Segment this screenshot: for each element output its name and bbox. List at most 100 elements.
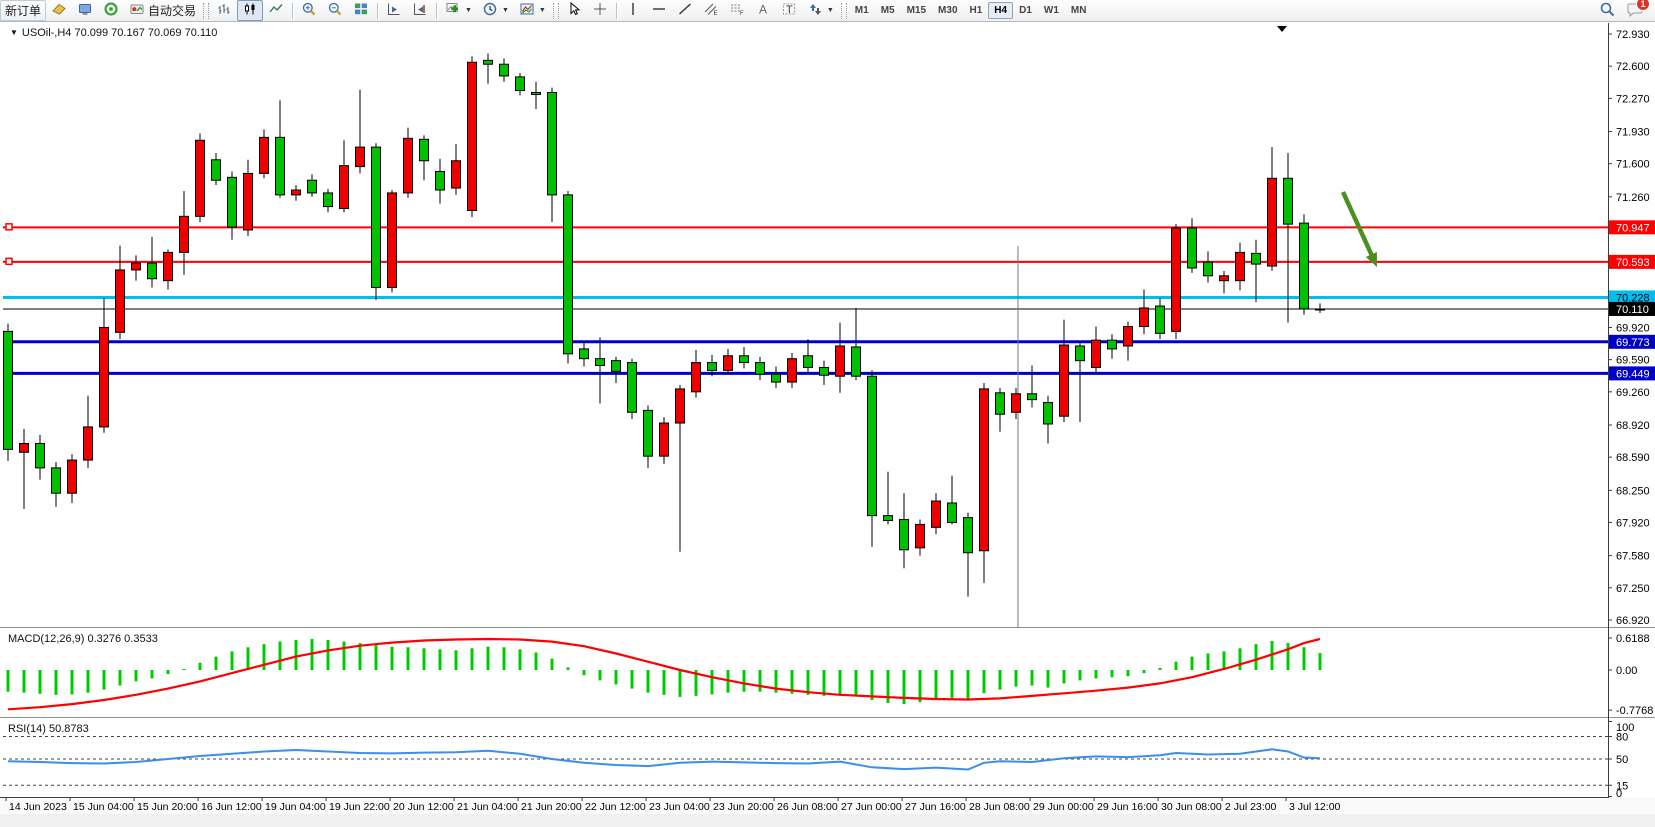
templates-button[interactable]: ▼ <box>514 0 551 21</box>
candles-layer <box>3 53 1325 597</box>
channel-button[interactable]: E <box>698 0 724 21</box>
cursor-button[interactable] <box>561 0 587 21</box>
svg-text:-0.7768: -0.7768 <box>1616 705 1653 717</box>
timeframe-button-mn[interactable]: MN <box>1070 5 1087 16</box>
notifications-button[interactable]: 1 <box>1621 0 1650 21</box>
svg-text:27 Jun 16:00: 27 Jun 16:00 <box>905 801 966 813</box>
cursor-icon <box>566 1 582 20</box>
tile-windows-button[interactable] <box>348 0 374 21</box>
text-label-icon: T <box>781 1 797 20</box>
toolbar-grip <box>840 2 847 19</box>
svg-text:70.593: 70.593 <box>1616 257 1650 269</box>
market-watch-button[interactable] <box>72 0 98 21</box>
toolbar-separator <box>436 2 438 19</box>
bar-chart-button[interactable] <box>211 0 237 21</box>
svg-text:69.449: 69.449 <box>1616 368 1650 380</box>
svg-text:19 Jun 04:00: 19 Jun 04:00 <box>265 801 326 813</box>
fibonacci-button[interactable]: F <box>724 0 750 21</box>
svg-text:0.00: 0.00 <box>1616 665 1637 677</box>
timeframe-button-h4[interactable]: H4 <box>988 2 1014 19</box>
timeframe-button-m30[interactable]: M30 <box>938 5 958 16</box>
svg-text:16 Jun 12:00: 16 Jun 12:00 <box>201 801 262 813</box>
horizontal-line-button[interactable] <box>646 0 672 21</box>
svg-text:26 Jun 08:00: 26 Jun 08:00 <box>777 801 838 813</box>
zoom-out-button[interactable] <box>322 0 348 21</box>
svg-text:A: A <box>759 3 767 17</box>
chart-shift-button[interactable] <box>407 0 433 21</box>
add-indicator-button[interactable]: ▼ <box>440 0 477 21</box>
zoom-in-button[interactable] <box>296 0 322 21</box>
toolbar-grip <box>552 2 559 19</box>
chart-menu-triangle-icon <box>1277 26 1287 32</box>
toolbar-grip <box>203 2 210 19</box>
chart-window-icon <box>51 1 67 20</box>
svg-text:23 Jun 20:00: 23 Jun 20:00 <box>713 801 774 813</box>
svg-text:70.947: 70.947 <box>1616 222 1650 234</box>
line-chart-icon <box>268 1 284 20</box>
text-label-button[interactable]: T <box>776 0 802 21</box>
svg-text:68.920: 68.920 <box>1616 420 1650 432</box>
svg-text:67.580: 67.580 <box>1616 551 1650 563</box>
autotrading-button[interactable]: 自动交易 <box>124 0 201 21</box>
macd-pane <box>6 637 1322 711</box>
periods-clock-icon <box>482 1 498 20</box>
timeframe-button-m1[interactable]: M1 <box>854 5 869 16</box>
tile-windows-icon <box>353 1 369 20</box>
zoom-out-icon <box>327 1 343 20</box>
line-chart-button[interactable] <box>263 0 289 21</box>
svg-text:2 Jul 23:00: 2 Jul 23:00 <box>1225 801 1277 813</box>
price-axis: 72.930 72.600 72.270 71.930 71.600 71.260 69.9… <box>0 23 1655 800</box>
timeframe-button-d1[interactable]: D1 <box>1019 5 1032 16</box>
svg-text:E: E <box>713 11 717 17</box>
macd-signal-line <box>7 637 1321 711</box>
svg-text:71.600: 71.600 <box>1616 159 1650 171</box>
svg-text:69.920: 69.920 <box>1616 322 1650 334</box>
timeframe-button-h1[interactable]: H1 <box>969 5 983 16</box>
svg-text:15 Jun 04:00: 15 Jun 04:00 <box>73 801 134 813</box>
svg-text:F: F <box>740 11 744 17</box>
zoom-in-icon <box>301 1 317 20</box>
trendline-button[interactable] <box>672 0 698 21</box>
timeframe-button-w1[interactable]: W1 <box>1043 5 1059 16</box>
svg-text:15 Jun 20:00: 15 Jun 20:00 <box>137 801 198 813</box>
toolbar: 新订单 自动交易 <box>0 0 1655 22</box>
svg-text:28 Jun 08:00: 28 Jun 08:00 <box>969 801 1030 813</box>
chevron-down-icon: ▼ <box>538 7 546 14</box>
rsi-pane <box>3 736 1608 786</box>
candlestick-chart-button[interactable] <box>237 0 264 21</box>
down-arrow-annotation <box>1340 191 1377 267</box>
price-chart[interactable]: 72.930 72.600 72.270 71.930 71.600 71.260 69.9… <box>0 22 1655 827</box>
svg-text:71.260: 71.260 <box>1616 192 1650 204</box>
channel-icon: E <box>703 1 719 20</box>
bar-chart-icon <box>216 1 232 20</box>
periods-button[interactable]: ▼ <box>477 0 514 21</box>
auto-scroll-button[interactable] <box>381 0 407 21</box>
chart-window-button[interactable] <box>46 0 72 21</box>
signals-icon <box>103 1 119 20</box>
chevron-down-icon: ▼ <box>826 7 834 14</box>
signals-button[interactable] <box>98 0 124 21</box>
svg-text:20 Jun 12:00: 20 Jun 12:00 <box>393 801 454 813</box>
arrows-icon <box>807 1 823 20</box>
chart-window[interactable]: 72.930 72.600 72.270 71.930 71.600 71.260 69.9… <box>0 22 1655 827</box>
horizontal-line-objects <box>3 223 1608 377</box>
timeframe-button-m15[interactable]: M15 <box>906 5 927 16</box>
notification-badge: 1 <box>1636 0 1650 11</box>
svg-text:72.930: 72.930 <box>1616 29 1650 41</box>
fibonacci-icon: F <box>729 1 745 20</box>
text-button[interactable]: A <box>750 0 776 21</box>
svg-text:0: 0 <box>1616 788 1622 800</box>
arrows-button[interactable]: ▼ <box>802 0 839 21</box>
search-button[interactable] <box>1594 0 1621 21</box>
timeframe-button-m5[interactable]: M5 <box>880 5 895 16</box>
date-axis: 14 Jun 2023 15 Jun 04:00 15 Jun 20:00 16 Ju… <box>5 797 1341 813</box>
vertical-line-icon <box>625 1 641 20</box>
svg-text:27 Jun 00:00: 27 Jun 00:00 <box>841 801 902 813</box>
vertical-line-button[interactable] <box>620 0 646 21</box>
crosshair-button[interactable] <box>587 0 613 21</box>
text-icon: A <box>755 1 771 20</box>
svg-text:68.250: 68.250 <box>1616 485 1650 497</box>
new-order-button[interactable]: 新订单 <box>0 0 47 21</box>
toolbar-separator <box>377 2 379 19</box>
